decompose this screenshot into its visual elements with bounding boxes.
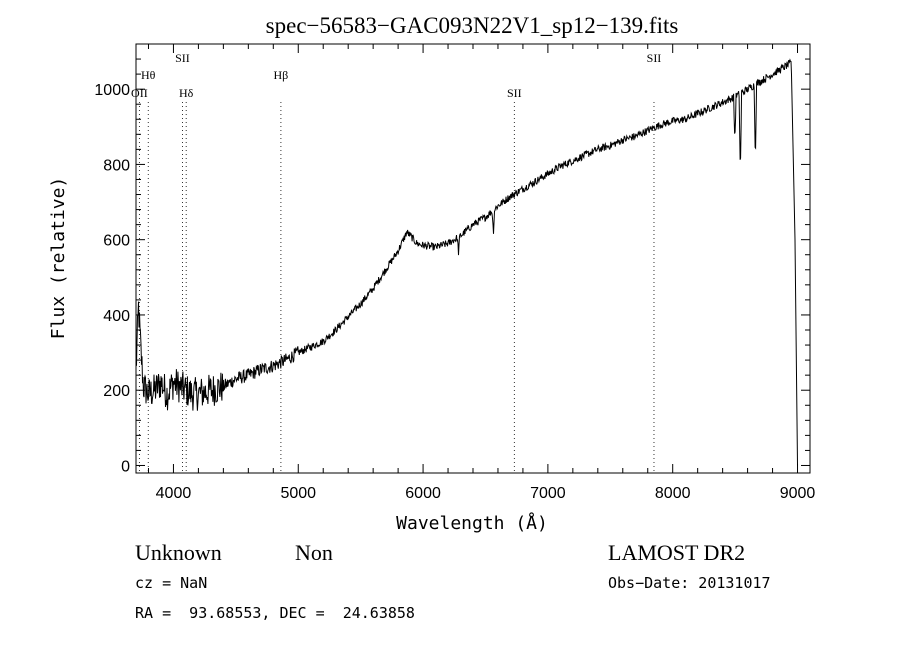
object-subclass: Non (295, 540, 333, 565)
x-tick-label: 6000 (405, 485, 441, 502)
y-tick-label: 1000 (94, 82, 130, 99)
spectral-line-label: Hβ (274, 68, 289, 82)
spectral-line-label: Hδ (179, 86, 194, 100)
spectral-line-label: SII (175, 51, 190, 65)
spectral-line-label: SII (647, 51, 662, 65)
y-axis-label: Flux (relative) (48, 177, 69, 340)
spectral-line-label: OII (131, 86, 148, 100)
y-tick-label: 200 (103, 383, 130, 400)
survey-name: LAMOST DR2 (608, 540, 746, 565)
chart-title: spec−56583−GAC093N22V1_sp12−139.fits (266, 13, 679, 38)
x-tick-label: 5000 (280, 485, 316, 502)
redshift-cz: cz = NaN (135, 574, 208, 592)
x-axis-label: Wavelength (Å) (396, 512, 548, 534)
spectral-line-label: SII (507, 86, 522, 100)
y-tick-label: 800 (103, 157, 130, 174)
y-tick-label: 400 (103, 308, 130, 325)
coordinates: RA = 93.68553, DEC = 24.63858 (135, 604, 415, 622)
observation-date: Obs−Date: 20131017 (608, 574, 771, 592)
x-tick-label: 9000 (780, 485, 816, 502)
y-tick-label: 0 (121, 458, 130, 475)
spectrum-line (135, 58, 798, 466)
spectral-line-label: Hθ (141, 68, 156, 82)
x-tick-label: 4000 (156, 485, 192, 502)
x-tick-label: 7000 (530, 485, 566, 502)
object-class: Unknown (135, 540, 222, 565)
y-tick-label: 600 (103, 233, 130, 250)
x-tick-label: 8000 (655, 485, 691, 502)
